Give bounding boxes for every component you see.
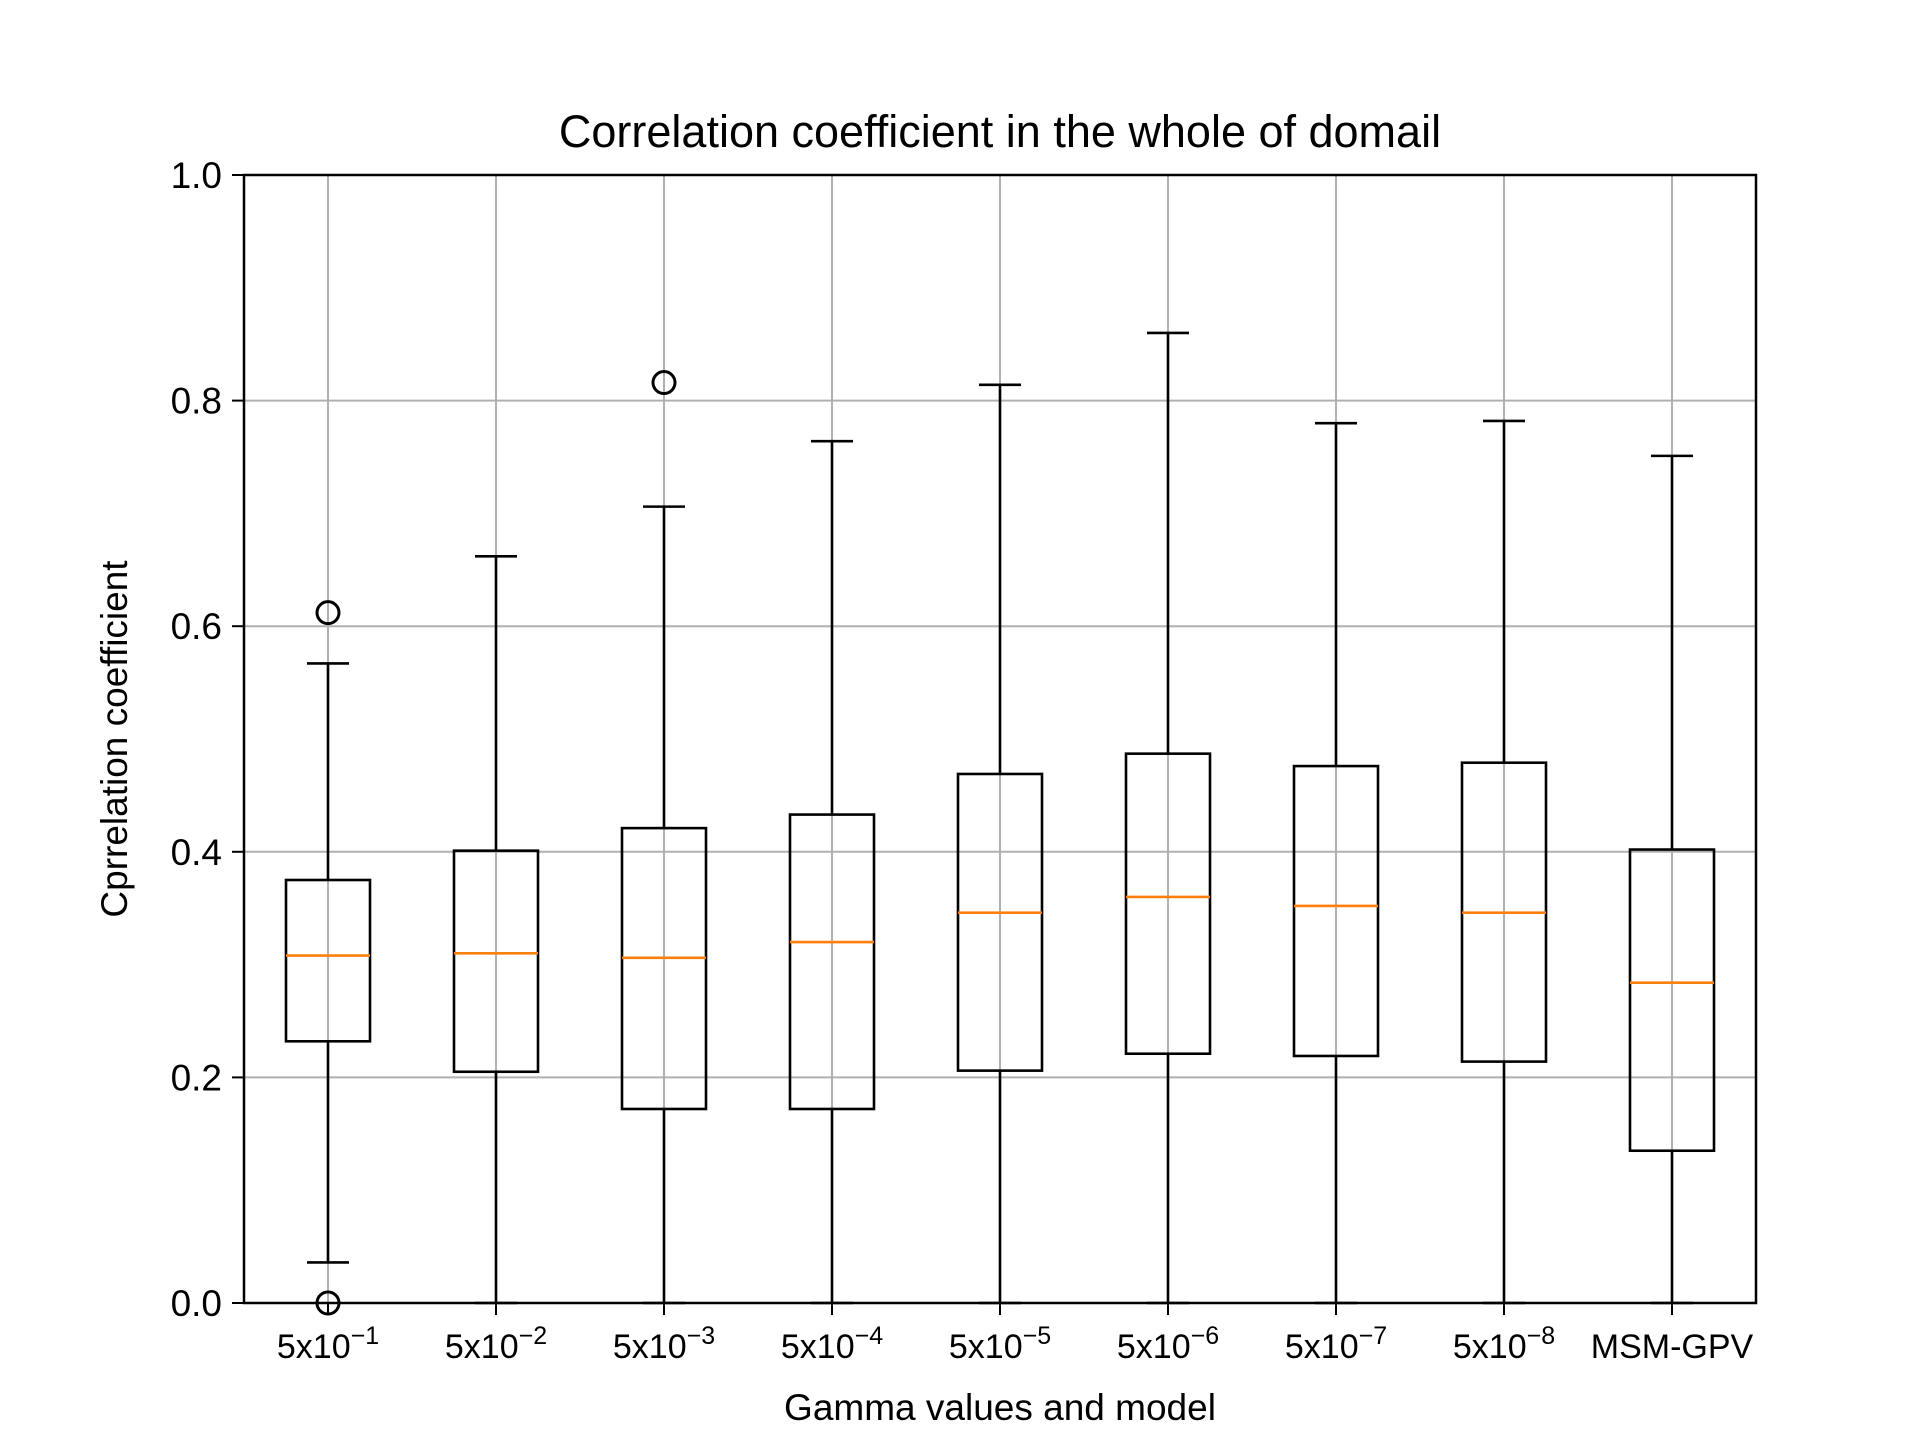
y-tick-label: 0.4 — [171, 832, 222, 873]
iqr-box — [1628, 848, 1716, 1153]
iqr-box — [452, 849, 540, 1074]
y-axis-label: Cprrelation coefficient — [94, 560, 135, 918]
x-tick-label: 5x10−6 — [1117, 1322, 1219, 1366]
box-6 — [1124, 331, 1212, 1305]
y-tick-label: 0.6 — [171, 606, 222, 647]
box-4 — [788, 439, 876, 1305]
outlier-point — [315, 600, 341, 626]
box-5 — [956, 383, 1044, 1305]
y-tick-label: 0.0 — [171, 1283, 222, 1324]
x-tick-label: 5x10−2 — [445, 1322, 547, 1366]
box-9 — [1628, 454, 1716, 1305]
y-axis: 0.0 0.2 0.4 0.6 0.8 1.0 — [171, 155, 244, 1324]
y-tick-label: 1.0 — [171, 155, 222, 196]
x-tick-label: 5x10−3 — [613, 1322, 715, 1366]
box-8 — [1460, 419, 1548, 1305]
x-axis: 5x10−1 5x10−2 5x10−3 5x10−4 5x10−5 5x10−6 5x10… — [277, 1303, 1754, 1366]
iqr-box — [620, 826, 708, 1111]
x-tick-label: 5x10−8 — [1453, 1322, 1555, 1366]
outlier-point — [651, 370, 677, 396]
iqr-box — [788, 813, 876, 1111]
iqr-box — [284, 878, 372, 1043]
x-axis-label: Gamma values and model — [784, 1387, 1216, 1428]
x-tick-label: 5x10−7 — [1285, 1322, 1387, 1366]
y-tick-label: 0.8 — [171, 381, 222, 422]
iqr-box — [1292, 764, 1380, 1058]
x-tick-label: 5x10−1 — [277, 1322, 379, 1366]
chart-title: Correlation coefficient in the whole of … — [559, 106, 1441, 157]
iqr-box — [1124, 752, 1212, 1056]
box-2 — [452, 554, 540, 1305]
iqr-box — [956, 772, 1044, 1072]
x-tick-label: 5x10−5 — [949, 1322, 1051, 1366]
y-tick-label: 0.2 — [171, 1057, 222, 1098]
x-tick-label: MSM-GPV — [1591, 1328, 1754, 1366]
x-tick-label: 5x10−4 — [781, 1322, 883, 1366]
